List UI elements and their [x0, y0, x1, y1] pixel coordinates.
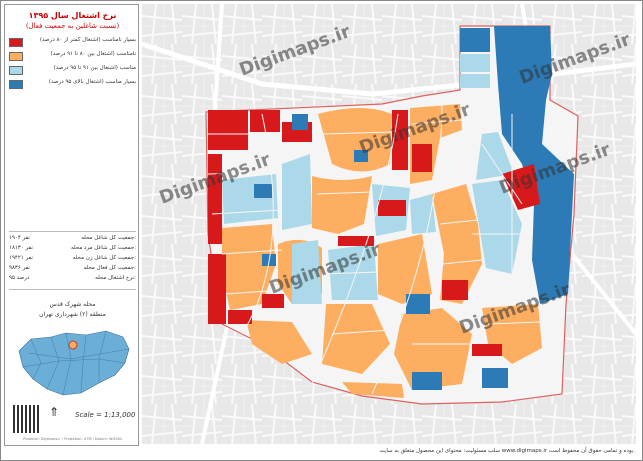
legend-item-very-good: بسیار مناسب (اشتغال بالای ۹۵ درصد) [9, 79, 136, 91]
block-very-poor [412, 144, 432, 172]
legend-swatch-light-blue [9, 66, 23, 75]
legend-label: نامناسب (اشتغال بین ۸۰ تا ۹۱ درصد) [50, 51, 137, 57]
neighborhood-map: Digimaps.ir Digimaps.ir Digimaps.ir Digi… [142, 4, 636, 444]
divider [9, 289, 136, 290]
qr-code [13, 405, 41, 433]
panel-footer: Producer: Digimaps.ir / Projection: UTM … [23, 437, 122, 441]
block-very-poor [262, 294, 284, 308]
block-very-good [406, 294, 430, 314]
tehran-locator-map [11, 323, 135, 403]
block-very-poor [338, 236, 374, 246]
block-very-good [482, 368, 508, 388]
block-very-good [412, 372, 442, 390]
block-very-good [292, 114, 308, 130]
block-very-poor [228, 310, 252, 324]
map-title: نرخ اشتغال سال ۱۳۹۵ [28, 11, 117, 20]
block-poor [246, 320, 312, 364]
block-poor [432, 184, 482, 304]
block-good [460, 74, 490, 88]
region-title: محله شهرک قدس [49, 301, 96, 308]
block-very-good [354, 150, 368, 162]
block-poor [342, 382, 404, 398]
employment-blocks [208, 26, 574, 398]
block-good [328, 244, 378, 300]
block-very-poor [208, 110, 248, 150]
location-marker [68, 340, 78, 350]
legend-label: مناسب (اشتغال بین ۹۱ تا ۹۵ درصد) [53, 65, 136, 71]
block-good [410, 194, 436, 234]
divider [9, 231, 136, 232]
block-good [282, 154, 312, 230]
block-very-good [254, 184, 272, 198]
block-poor [378, 234, 432, 304]
block-poor [312, 176, 372, 234]
legend-swatch-red [9, 38, 23, 47]
block-very-poor [208, 154, 222, 244]
north-arrow-icon: ⇑ [49, 405, 60, 419]
legend-swatch-orange [9, 52, 23, 61]
legend-label: بسیار نامناسب (اشتغال کمتر از ۸۰ درصد) [39, 37, 136, 43]
block-good [476, 132, 514, 180]
block-very-poor [442, 280, 468, 300]
block-poor [318, 108, 392, 172]
block-very-poor [378, 200, 406, 216]
legend-item-poor: نامناسب (اشتغال بین ۸۰ تا ۹۱ درصد) [9, 51, 136, 63]
disclaimer-footer: سلب مسئولیت: محتوای این محصول متعلق به س… [379, 448, 635, 454]
map-subtitle: (نسبت شاغلین به جمعیت فعال) [25, 22, 120, 30]
block-very-poor [208, 254, 226, 324]
legend-swatch-blue [9, 80, 23, 89]
scale-label: Scale = 1:13,000 [75, 411, 136, 419]
legend-label: بسیار مناسب (اشتغال بالای ۹۵ درصد) [48, 79, 136, 85]
block-very-poor [472, 344, 502, 356]
legend-item-very-poor: بسیار نامناسب (اشتغال کمتر از ۸۰ درصد) [9, 37, 136, 49]
block-good [460, 54, 490, 72]
block-very-good [460, 28, 490, 52]
legend-item-good: مناسب (اشتغال بین ۹۱ تا ۹۵ درصد) [9, 65, 136, 77]
region-subtitle: منطقه (۲) شهرداری تهران [39, 311, 106, 318]
block-poor [322, 304, 390, 374]
block-poor [394, 308, 472, 390]
street-lines [207, 103, 541, 395]
block-good [472, 180, 522, 274]
block-very-poor [250, 110, 280, 132]
block-good [292, 240, 322, 304]
legend-panel: نرخ اشتغال سال ۱۳۹۵ (نسبت شاغلین به جمعی… [4, 4, 139, 446]
